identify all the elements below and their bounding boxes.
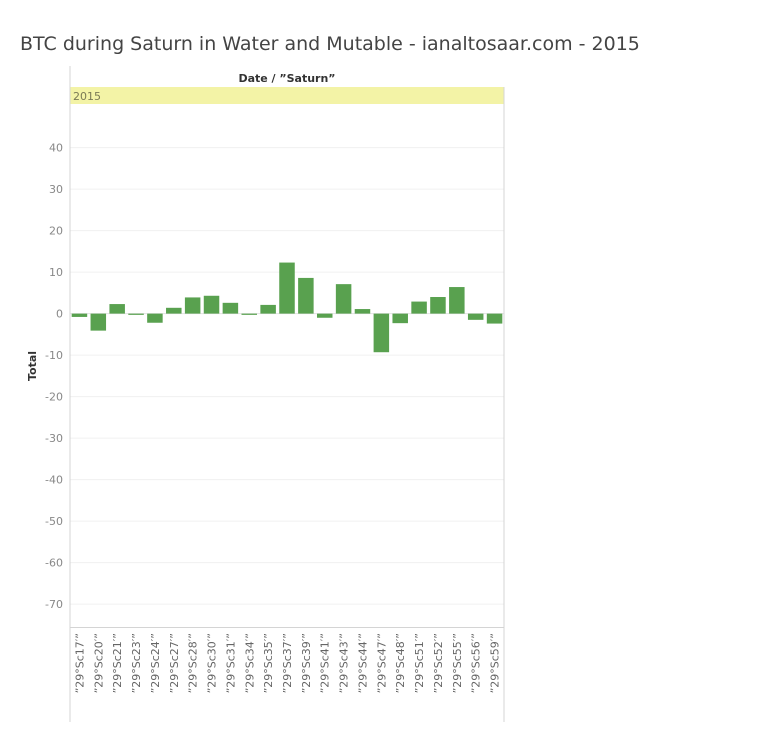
x-tick-label: ”29°Sc56′”	[470, 633, 483, 693]
bar	[411, 301, 427, 314]
bar	[241, 313, 258, 315]
column-header: Date / ”Saturn”	[238, 72, 335, 85]
x-tick-label: ”29°Sc37′”	[281, 633, 294, 693]
x-tick-label: ”29°Sc30′”	[206, 633, 219, 693]
y-tick-label: -70	[45, 598, 63, 611]
bar	[298, 277, 314, 314]
bar	[90, 313, 107, 331]
bar	[392, 313, 408, 324]
bar	[184, 297, 201, 314]
x-tick-label: ”29°Sc23′”	[130, 633, 143, 693]
x-tick-label: ”29°Sc20′”	[92, 633, 105, 693]
x-tick-label: ”29°Sc31′”	[224, 633, 237, 693]
y-tick-label: 20	[49, 225, 63, 238]
bar	[486, 313, 503, 324]
x-tick-label: ”29°Sc47′”	[375, 633, 388, 693]
bar	[354, 309, 371, 314]
x-tick-label: ”29°Sc28′”	[187, 633, 200, 693]
x-tick-label: ”29°Sc48′”	[394, 633, 407, 693]
panel-header-band	[70, 87, 504, 104]
x-tick-label: ”29°Sc51′”	[413, 633, 426, 693]
x-tick-label: ”29°Sc21′”	[111, 633, 124, 693]
y-tick-label: -10	[45, 349, 63, 362]
bar	[279, 262, 295, 314]
bar	[335, 284, 352, 314]
x-tick-label: ”29°Sc41′”	[319, 633, 332, 693]
x-tick-label: ”29°Sc34′”	[243, 633, 256, 693]
y-tick-label: -30	[45, 432, 63, 445]
y-tick-label: 30	[49, 183, 63, 196]
x-tick-label: ”29°Sc52′”	[432, 633, 445, 693]
y-tick-label: -40	[45, 474, 63, 487]
x-tick-label: ”29°Sc35′”	[262, 633, 275, 693]
chart-title: BTC during Saturn in Water and Mutable -…	[20, 33, 640, 55]
bar	[467, 313, 484, 320]
x-tick-label: ”29°Sc24′”	[149, 633, 162, 693]
bar	[316, 313, 333, 318]
bar	[260, 304, 276, 314]
bar	[449, 287, 465, 314]
x-tick-label: ”29°Sc59′”	[489, 633, 502, 693]
bar	[109, 304, 125, 314]
bar	[430, 297, 446, 314]
bar	[203, 295, 220, 314]
bar	[166, 307, 182, 314]
panel-label: 2015	[73, 90, 101, 103]
y-tick-label: -50	[45, 515, 63, 528]
y-tick-label: 10	[49, 266, 63, 279]
bar	[128, 313, 144, 315]
y-tick-label: -20	[45, 391, 63, 404]
y-tick-label: 40	[49, 142, 63, 155]
x-tick-label: ”29°Sc27′”	[168, 633, 181, 693]
x-tick-label: ”29°Sc43′”	[338, 633, 351, 693]
y-tick-label: 0	[56, 308, 63, 321]
x-tick-label: ”29°Sc39′”	[300, 633, 313, 693]
x-tick-label: ”29°Sc55′”	[451, 633, 464, 693]
y-axis-label: Total	[26, 351, 39, 381]
bar	[222, 302, 239, 314]
y-tick-label: -60	[45, 557, 63, 570]
x-tick-label: ”29°Sc17′”	[73, 633, 86, 693]
x-tick-label: ”29°Sc44′”	[356, 633, 369, 693]
bar	[147, 313, 163, 323]
bar	[71, 313, 88, 317]
bar	[373, 313, 390, 353]
